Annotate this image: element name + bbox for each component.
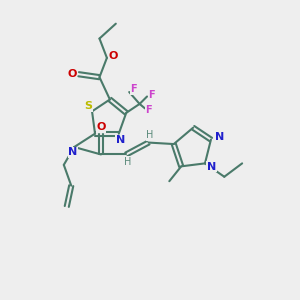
Text: H: H: [146, 130, 154, 140]
Text: O: O: [96, 122, 106, 132]
Text: N: N: [68, 147, 77, 158]
Text: F: F: [148, 90, 155, 100]
Text: S: S: [85, 101, 92, 111]
Text: O: O: [109, 51, 118, 62]
Text: F: F: [145, 105, 152, 115]
Text: F: F: [130, 84, 137, 94]
Text: N: N: [215, 132, 224, 142]
Text: N: N: [207, 162, 216, 172]
Text: H: H: [124, 157, 131, 167]
Text: N: N: [116, 135, 125, 145]
Text: O: O: [68, 69, 77, 79]
